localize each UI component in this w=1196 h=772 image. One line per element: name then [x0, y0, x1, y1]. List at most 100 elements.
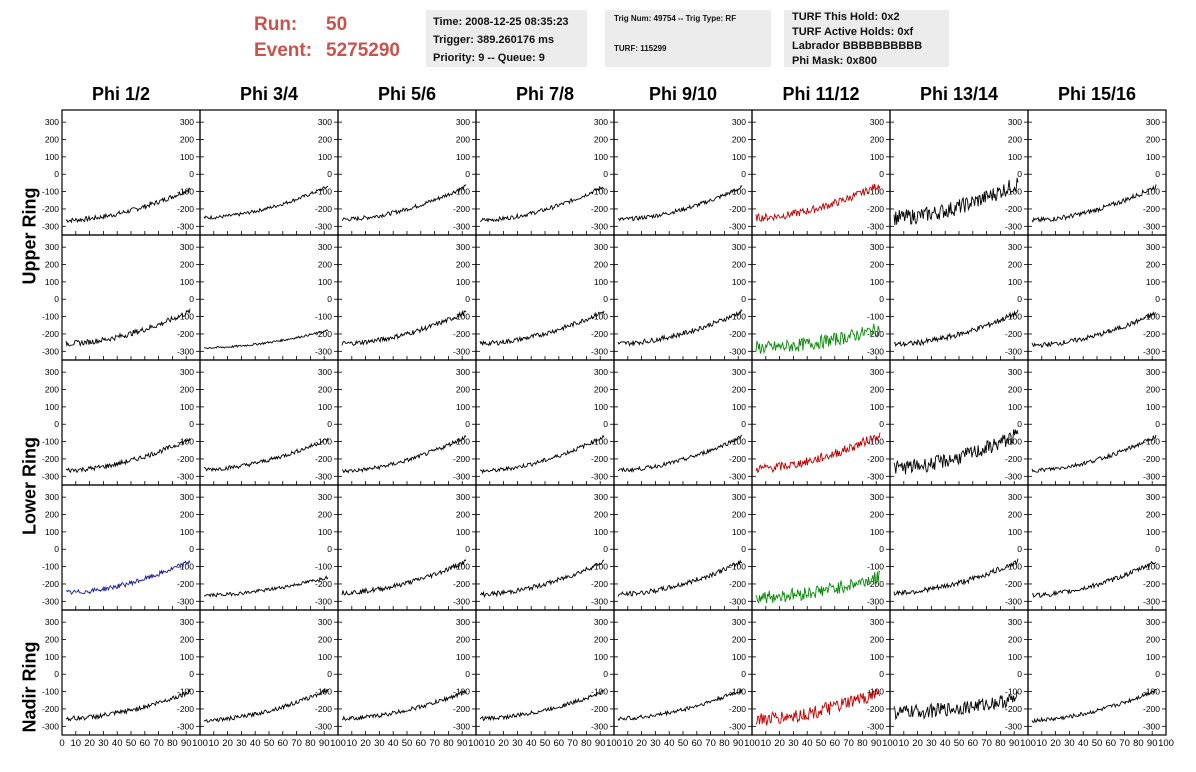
- y-tick-label: -300: [453, 471, 470, 481]
- y-tick-label: -300: [729, 221, 746, 231]
- y-tick-label: -200: [315, 704, 332, 714]
- y-tick-label: -200: [729, 579, 746, 589]
- x-tick-label: 90: [457, 738, 468, 749]
- y-tick-label: 0: [603, 544, 608, 554]
- y-tick-label: 200: [1146, 385, 1160, 395]
- y-tick-label: -200: [591, 454, 608, 464]
- y-tick-label: -300: [1143, 471, 1160, 481]
- y-tick-label: 100: [180, 402, 194, 412]
- y-tick-label: 200: [870, 510, 884, 520]
- y-tick-label: 300: [456, 617, 470, 627]
- x-tick-label: 90: [595, 738, 606, 749]
- x-tick-label: 70: [153, 738, 164, 749]
- y-tick-label: 200: [1146, 135, 1160, 145]
- y-tick-label: 0: [189, 544, 194, 554]
- y-tick-label: 100: [870, 652, 884, 662]
- x-tick-label: 60: [554, 738, 565, 749]
- y-tick-label: 100: [732, 402, 746, 412]
- y-tick-label: 100: [1146, 402, 1160, 412]
- y-tick-label: 0: [327, 419, 332, 429]
- x-tick-label: 100: [330, 738, 346, 749]
- panel-frame: [337, 359, 477, 486]
- y-tick-label: -200: [1005, 204, 1022, 214]
- waveform-trace: [341, 434, 467, 474]
- y-tick-label: 0: [1155, 544, 1160, 554]
- x-tick-label: 70: [843, 738, 854, 749]
- x-tick-label: 80: [443, 738, 454, 749]
- waveform-trace: [1031, 689, 1157, 723]
- y-tick-label: 0: [741, 294, 746, 304]
- waveform-trace: [479, 310, 605, 347]
- y-tick-label: -200: [867, 704, 884, 714]
- y-tick-label: 300: [45, 367, 59, 377]
- y-tick-label: 300: [1146, 617, 1160, 627]
- x-tick-label: 20: [774, 738, 785, 749]
- y-tick-label: -200: [591, 704, 608, 714]
- y-tick-label: 0: [1155, 419, 1160, 429]
- x-tick-label: 40: [802, 738, 813, 749]
- y-tick-label: -200: [729, 329, 746, 339]
- y-tick-label: -200: [1143, 329, 1160, 339]
- panel-frame: [475, 484, 615, 611]
- panel-frame: [475, 609, 615, 736]
- x-tick-label: 40: [250, 738, 261, 749]
- y-tick-label: -200: [453, 704, 470, 714]
- y-tick-label: -200: [1005, 454, 1022, 464]
- x-tick-label: 30: [236, 738, 247, 749]
- y-tick-label: 300: [456, 367, 470, 377]
- panel-frame: [613, 109, 753, 236]
- y-tick-label: 0: [54, 169, 59, 179]
- y-tick-label: -200: [1143, 454, 1160, 464]
- x-tick-label: 60: [830, 738, 841, 749]
- panel-frame: [199, 234, 339, 361]
- y-tick-label: -100: [591, 562, 608, 572]
- y-tick-label: 200: [180, 385, 194, 395]
- y-tick-label: -200: [42, 204, 59, 214]
- y-tick-label: 200: [594, 510, 608, 520]
- y-tick-label: 100: [1008, 527, 1022, 537]
- y-tick-label: 200: [1146, 260, 1160, 270]
- x-tick-label: 20: [636, 738, 647, 749]
- y-tick-label: 200: [180, 510, 194, 520]
- column-header: Phi 11/12: [782, 84, 860, 104]
- y-tick-label: -300: [729, 471, 746, 481]
- y-tick-label: 0: [189, 169, 194, 179]
- y-tick-label: -100: [1143, 437, 1160, 447]
- y-tick-label: 100: [456, 652, 470, 662]
- y-tick-label: -200: [177, 204, 194, 214]
- column-header: Phi 15/16: [1057, 84, 1137, 104]
- y-tick-label: 300: [594, 117, 608, 127]
- y-tick-label: 300: [1008, 492, 1022, 502]
- y-tick-label: 200: [1008, 635, 1022, 645]
- y-tick-label: 300: [870, 617, 884, 627]
- y-tick-label: 300: [180, 117, 194, 127]
- y-tick-label: -300: [729, 596, 746, 606]
- y-tick-label: 200: [456, 385, 470, 395]
- turf-active-text: TURF Active Holds: 0xf: [792, 25, 914, 38]
- y-tick-label: -100: [453, 187, 470, 197]
- y-tick-label: 200: [732, 385, 746, 395]
- waveform-trace: [893, 429, 1019, 475]
- y-tick-label: 0: [1017, 669, 1022, 679]
- y-tick-label: 200: [45, 260, 59, 270]
- waveform-trace: [1031, 434, 1157, 473]
- y-tick-label: 100: [594, 527, 608, 537]
- y-tick-label: -100: [453, 687, 470, 697]
- waveform-trace: [65, 687, 191, 722]
- y-tick-label: -200: [1143, 704, 1160, 714]
- x-tick-label: 80: [167, 738, 178, 749]
- x-tick-label: 30: [650, 738, 661, 749]
- y-tick-label: 200: [318, 135, 332, 145]
- waveform-trace: [755, 183, 881, 223]
- y-tick-label: 0: [879, 544, 884, 554]
- y-tick-label: 200: [1008, 510, 1022, 520]
- panel-frame: [751, 359, 891, 486]
- panel-frame: [1027, 609, 1167, 736]
- y-tick-label: -300: [177, 596, 194, 606]
- y-tick-label: -100: [177, 562, 194, 572]
- y-tick-label: 200: [45, 135, 59, 145]
- y-tick-label: -200: [591, 204, 608, 214]
- x-tick-label: 100: [1158, 738, 1174, 749]
- waveform-trace: [755, 569, 881, 604]
